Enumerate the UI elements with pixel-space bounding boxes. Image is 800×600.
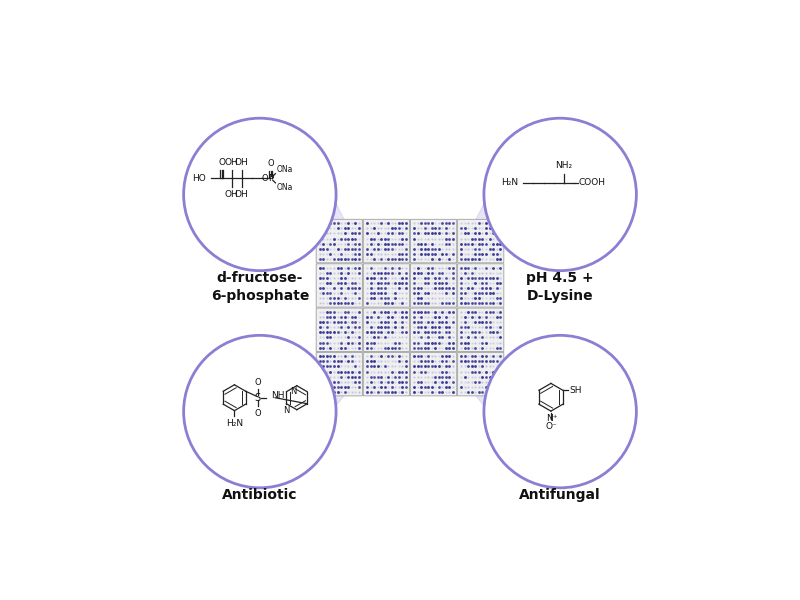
FancyBboxPatch shape xyxy=(458,220,504,263)
Text: O: O xyxy=(254,377,261,386)
Text: OH: OH xyxy=(225,158,238,167)
Text: OH: OH xyxy=(235,158,249,167)
FancyBboxPatch shape xyxy=(316,220,362,263)
Text: NH₂: NH₂ xyxy=(555,161,573,170)
Text: OH: OH xyxy=(235,190,249,199)
Text: O: O xyxy=(262,174,268,183)
FancyBboxPatch shape xyxy=(410,264,457,307)
Text: O: O xyxy=(218,158,225,167)
Text: pH 4.5 +
D-Lysine: pH 4.5 + D-Lysine xyxy=(526,271,594,302)
Circle shape xyxy=(184,335,336,488)
FancyBboxPatch shape xyxy=(316,264,362,307)
Text: H₂N: H₂N xyxy=(502,178,518,187)
Text: NH: NH xyxy=(271,391,285,400)
Text: d-fructose-
6-phosphate: d-fructose- 6-phosphate xyxy=(210,271,309,302)
Text: ONa: ONa xyxy=(276,183,293,192)
Text: HO: HO xyxy=(192,174,206,183)
Circle shape xyxy=(484,118,636,271)
Text: O⁻: O⁻ xyxy=(545,422,557,431)
Text: ONa: ONa xyxy=(276,164,293,173)
Polygon shape xyxy=(476,194,503,220)
Circle shape xyxy=(184,118,336,271)
FancyBboxPatch shape xyxy=(316,352,362,396)
FancyBboxPatch shape xyxy=(458,352,504,396)
Text: N⁺: N⁺ xyxy=(546,414,558,423)
Text: OH: OH xyxy=(225,190,238,199)
Text: P: P xyxy=(268,174,274,183)
FancyBboxPatch shape xyxy=(410,308,457,352)
FancyBboxPatch shape xyxy=(363,308,410,352)
FancyBboxPatch shape xyxy=(363,220,410,263)
FancyBboxPatch shape xyxy=(410,352,457,396)
Polygon shape xyxy=(317,194,344,220)
Text: COOH: COOH xyxy=(578,178,606,187)
FancyBboxPatch shape xyxy=(458,264,504,307)
Polygon shape xyxy=(476,395,503,412)
Text: Antifungal: Antifungal xyxy=(519,488,601,502)
Text: Antibiotic: Antibiotic xyxy=(222,488,298,502)
FancyBboxPatch shape xyxy=(410,220,457,263)
Text: SH: SH xyxy=(569,386,582,395)
Polygon shape xyxy=(317,395,344,412)
FancyBboxPatch shape xyxy=(363,264,410,307)
Text: H₂N: H₂N xyxy=(226,419,243,428)
Circle shape xyxy=(484,335,636,488)
Text: N: N xyxy=(290,387,296,396)
Text: O: O xyxy=(254,409,261,418)
Text: S: S xyxy=(254,393,261,403)
FancyBboxPatch shape xyxy=(458,308,504,352)
FancyBboxPatch shape xyxy=(316,308,362,352)
Text: O: O xyxy=(267,159,274,168)
FancyBboxPatch shape xyxy=(363,352,410,396)
Text: N: N xyxy=(283,406,290,415)
